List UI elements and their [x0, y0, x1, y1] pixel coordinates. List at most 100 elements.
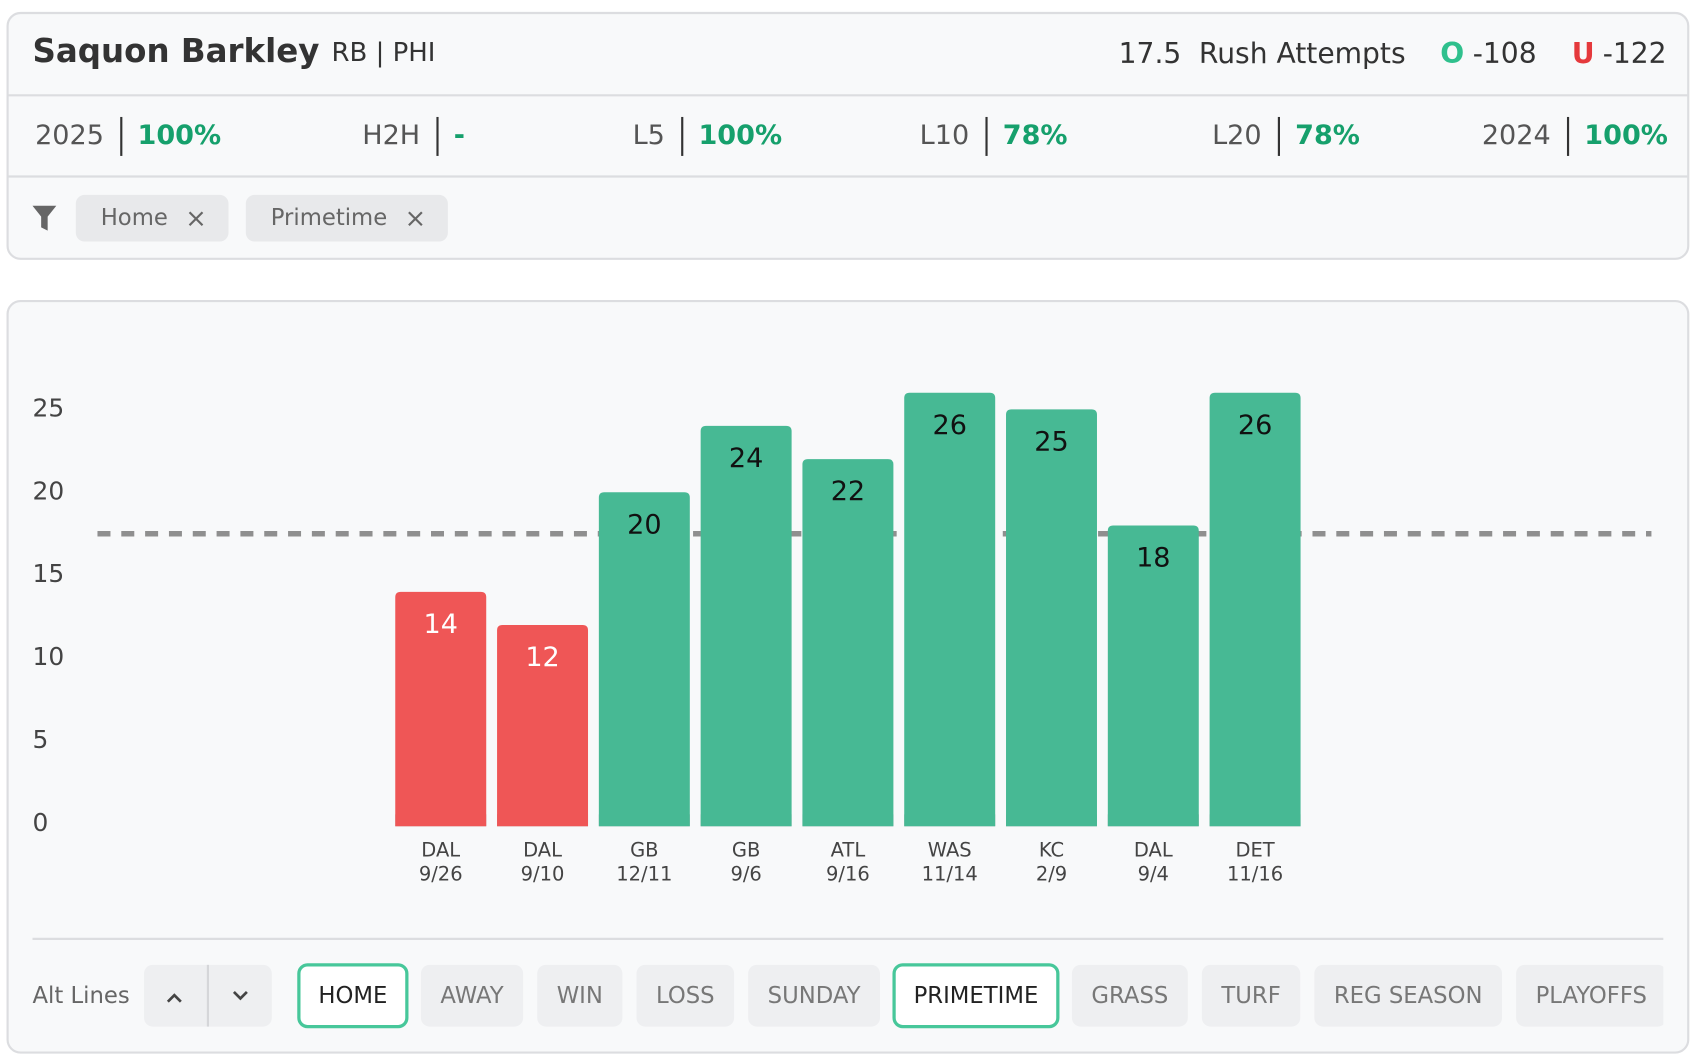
- player-name: Saquon Barkley: [32, 32, 319, 70]
- split-button-label: HOME: [318, 983, 387, 1009]
- bar: [1006, 409, 1097, 827]
- split-button[interactable]: [297, 963, 409, 1029]
- up-arrow[interactable]: [166, 993, 182, 1003]
- bar-value-label: 20: [627, 509, 661, 540]
- stat-value: 100%: [1584, 120, 1668, 151]
- player-heading: Saquon Barkley RB | PHI: [32, 32, 435, 70]
- bar: [802, 459, 894, 827]
- filter-chip-label: Home: [101, 205, 168, 231]
- bar-value-label: 26: [932, 410, 966, 441]
- split-button-label: REG SEASON: [1334, 983, 1483, 1009]
- split-button-label: WIN: [557, 983, 603, 1009]
- over-odds: -108: [1473, 37, 1537, 70]
- x-tick-label: DAL: [523, 839, 562, 862]
- alt-lines-label: Alt Lines: [32, 983, 129, 1009]
- filter-icon: [32, 205, 57, 231]
- split-button[interactable]: [420, 964, 524, 1027]
- bar: [1107, 525, 1199, 827]
- stat-label: L20: [1212, 120, 1262, 151]
- split-button-label: SUNDAY: [768, 983, 861, 1009]
- remove-filter[interactable]: [188, 211, 204, 227]
- bar-value-label: 22: [831, 476, 865, 507]
- under-label: U: [1572, 37, 1595, 70]
- x-tick-date: 11/14: [922, 862, 978, 885]
- x-tick-label: ATL: [831, 839, 866, 862]
- x-tick-date: 2/9: [1036, 862, 1067, 885]
- stat-label: 2025: [35, 120, 104, 151]
- stat-label: L5: [633, 120, 665, 151]
- stat-value: 78%: [1003, 120, 1068, 151]
- x-tick-label: WAS: [928, 839, 972, 862]
- y-tick-label: 10: [32, 642, 64, 671]
- split-buttons: HOME AWAY WIN LOSS SUNDAY PRIMETIME GRASS TURF R…: [297, 963, 1666, 1029]
- bar: [395, 591, 487, 827]
- filter-chip-label: Primetime: [271, 205, 387, 231]
- x-tick-label: KC: [1039, 839, 1064, 862]
- split-button[interactable]: [636, 964, 735, 1027]
- stat-label: L10: [920, 120, 970, 151]
- bar: [1209, 392, 1301, 827]
- x-tick-label: DAL: [421, 839, 460, 862]
- x-tick-date: 9/26: [419, 862, 463, 885]
- stat-label: 2024: [1482, 120, 1551, 151]
- split-button-label: PRIMETIME: [914, 983, 1039, 1009]
- bar: [497, 625, 589, 827]
- bar-value-label: 14: [424, 609, 458, 640]
- split-button[interactable]: [892, 963, 1060, 1029]
- x-tick-label: GB: [630, 839, 658, 862]
- x-tick-date: 9/4: [1138, 862, 1169, 885]
- x-tick-label: GB: [732, 839, 760, 862]
- x-tick-date: 9/6: [730, 862, 761, 885]
- chart: 0510152025DAL9/26DAL9/10GB12/11GB9/6ATL9…: [32, 392, 1652, 885]
- y-tick-label: 5: [32, 725, 48, 754]
- split-button-label: PLAYOFFS: [1536, 983, 1647, 1009]
- y-tick-label: 0: [32, 808, 48, 837]
- split-button-label: GRASS: [1091, 983, 1168, 1009]
- x-tick-date: 9/10: [521, 862, 565, 885]
- stat-value: 100%: [138, 120, 222, 151]
- x-tick-date: 12/11: [616, 862, 672, 885]
- remove-filter[interactable]: [408, 211, 423, 227]
- y-tick-label: 20: [32, 476, 64, 505]
- split-button[interactable]: [1314, 964, 1503, 1027]
- bar-value-label: 18: [1136, 543, 1170, 574]
- split-button[interactable]: [1516, 964, 1666, 1027]
- down-arrow[interactable]: [232, 990, 248, 1001]
- stat-value: 78%: [1295, 120, 1360, 151]
- over-label: O: [1440, 37, 1464, 70]
- x-tick-label: DAL: [1134, 839, 1173, 862]
- x-tick-label: DET: [1235, 839, 1274, 862]
- under-odds: -122: [1603, 37, 1667, 70]
- line-value: 17.5: [1119, 37, 1182, 70]
- stat-value: -: [454, 120, 465, 151]
- market-name: Rush Attempts: [1199, 37, 1406, 70]
- stat-value: 100%: [698, 120, 782, 151]
- stat-label: H2H: [362, 120, 420, 151]
- split-button[interactable]: [1201, 964, 1301, 1027]
- split-button-label: AWAY: [440, 983, 503, 1009]
- bar: [598, 492, 690, 827]
- split-button[interactable]: [537, 964, 623, 1027]
- bar: [700, 425, 792, 827]
- y-tick-label: 25: [32, 393, 64, 422]
- filter-chip[interactable]: [75, 194, 229, 242]
- x-tick-date: 11/16: [1227, 862, 1283, 885]
- filter-chip[interactable]: [245, 194, 448, 242]
- bar-value-label: 25: [1034, 426, 1068, 457]
- bar-value-label: 24: [729, 443, 763, 474]
- y-tick-label: 15: [32, 559, 64, 588]
- split-button[interactable]: [1071, 964, 1188, 1027]
- split-button[interactable]: [748, 964, 881, 1027]
- bar-value-label: 26: [1238, 410, 1272, 441]
- x-tick-date: 9/16: [826, 862, 870, 885]
- split-button-label: TURF: [1220, 983, 1280, 1009]
- market: 17.5 Rush Attempts: [1119, 37, 1406, 70]
- filter-chips: Home Primetime: [75, 194, 448, 242]
- player-team: RB | PHI: [331, 38, 435, 68]
- bar-value-label: 12: [525, 642, 559, 673]
- bar: [904, 392, 996, 827]
- split-button-label: LOSS: [656, 983, 715, 1009]
- stats-row: 2025 100% H2H - L5 100% L10 78% L20 78% 2024 100%: [35, 116, 1668, 156]
